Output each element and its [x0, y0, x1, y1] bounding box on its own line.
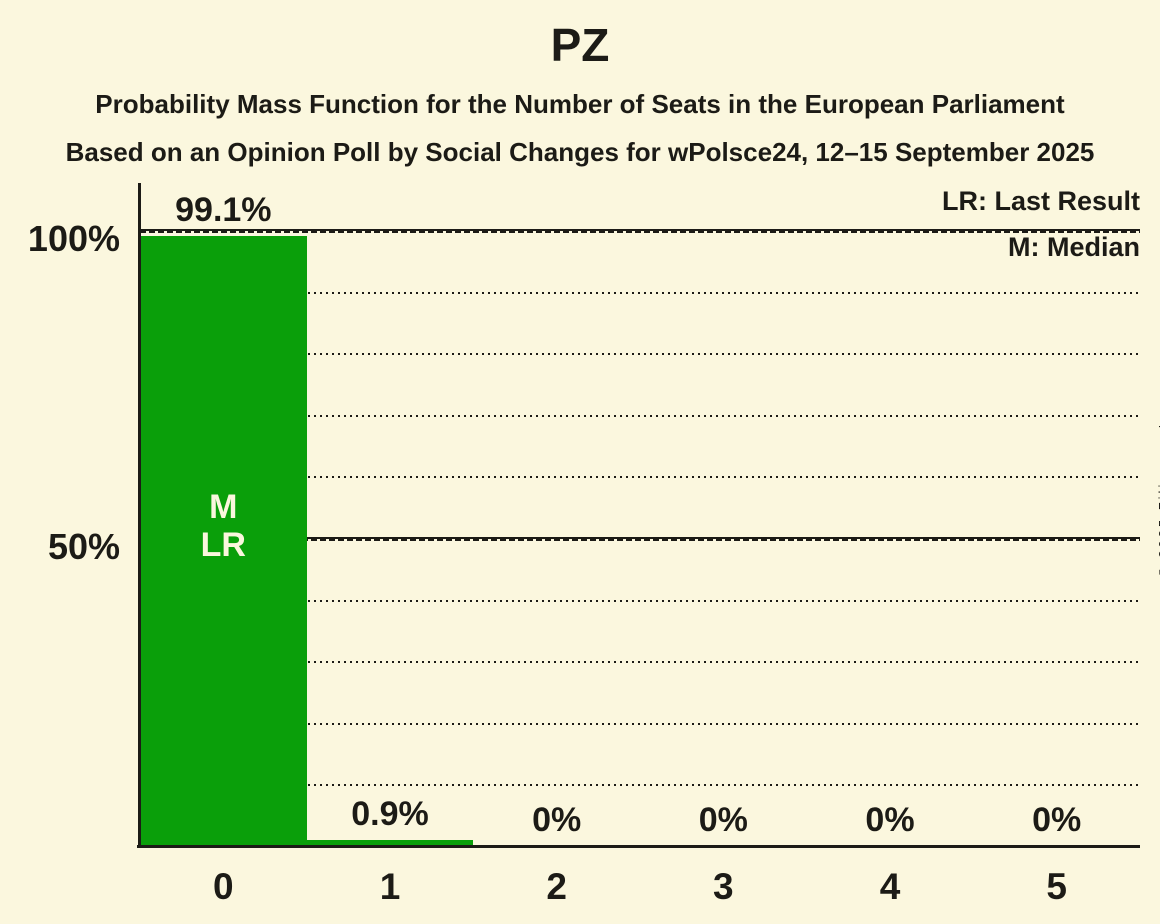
y-tick-label-100: 100%	[27, 218, 120, 259]
x-axis-line	[137, 845, 1140, 848]
gridline-70pct	[140, 414, 1140, 417]
gridline-40pct	[140, 599, 1140, 602]
bar-value-label-0: 99.1%	[175, 190, 272, 229]
gridline-100pct	[140, 229, 1140, 233]
bar-value-label-4: 0%	[865, 801, 915, 839]
x-tick-label-2: 2	[546, 866, 567, 907]
bar-value-label-2: 0%	[532, 801, 582, 839]
bar-value-label-3: 0%	[698, 801, 748, 839]
bar-seats-1	[306, 840, 474, 846]
gridline-50pct	[140, 537, 1140, 541]
y-tick-label-50: 50%	[47, 526, 120, 567]
bar-value-label-5: 0%	[1032, 801, 1082, 839]
gridline-90pct	[140, 291, 1140, 294]
gridline-30pct	[140, 661, 1140, 664]
gridline-10pct	[140, 784, 1140, 787]
bar-seats-0	[140, 235, 307, 846]
chart-subtitle-line2: Based on an Opinion Poll by Social Chang…	[65, 137, 1095, 167]
bar-annotation-0: M LR	[200, 487, 246, 564]
y-axis-line	[138, 183, 141, 848]
x-tick-label-3: 3	[713, 866, 734, 907]
chart-subtitle-line1: Probability Mass Function for the Number…	[95, 89, 1065, 119]
gridline-20pct	[140, 722, 1140, 725]
gridline-80pct	[140, 353, 1140, 356]
bar-value-label-1: 0.9%	[351, 795, 429, 834]
chart-title: PZ	[550, 19, 610, 71]
x-tick-label-4: 4	[879, 866, 901, 907]
legend-last-result: LR: Last Result	[941, 186, 1140, 216]
legend-median: M: Median	[1008, 232, 1140, 262]
gridline-60pct	[140, 476, 1140, 479]
x-tick-label-5: 5	[1046, 866, 1067, 907]
x-tick-label-0: 0	[213, 866, 234, 907]
x-tick-label-1: 1	[379, 866, 401, 907]
